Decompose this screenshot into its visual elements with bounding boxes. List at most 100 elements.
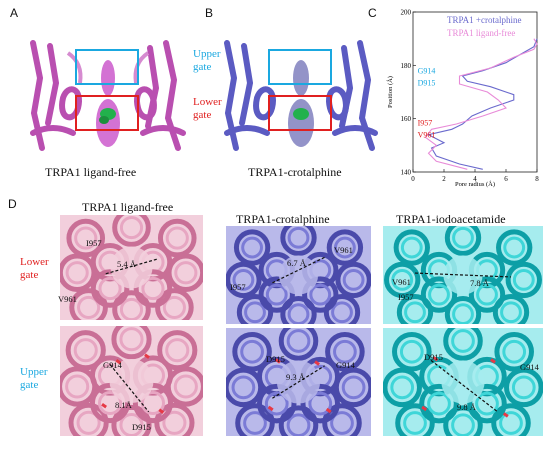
helix-coil [322, 403, 362, 436]
residue-stick [432, 356, 439, 362]
helix-coil-inner [119, 297, 144, 320]
x-tick-label: 0 [411, 175, 415, 183]
residue-stick [490, 358, 496, 364]
residue-stick [314, 360, 320, 366]
helix-coil [392, 331, 432, 372]
residue-stick [421, 405, 428, 412]
helix-coil [384, 261, 421, 299]
d-col2-lower-distance: 6.7 Å [287, 258, 306, 268]
helix-coil-inner [428, 283, 450, 306]
helix-coil [325, 331, 365, 372]
residue-stick [275, 358, 281, 364]
helix-coil-inner [231, 375, 256, 400]
annotation-v961: V961 [418, 130, 436, 139]
helix-coil [111, 326, 152, 360]
annotation-d915: D915 [418, 78, 436, 87]
lower-gate-label: Lower gate [193, 96, 222, 121]
residue-stick [325, 407, 332, 414]
helix-coil [444, 296, 482, 324]
helix-coil [278, 405, 319, 436]
helix-coil-inner [500, 301, 522, 324]
helix-coil [133, 269, 173, 308]
helix-coil [323, 294, 361, 324]
y-tick-label: 140 [401, 169, 412, 177]
helix-coil-inner [265, 283, 288, 306]
helix-coil [326, 229, 364, 266]
helix-coil [157, 330, 198, 371]
panel-letter-c: C [368, 6, 377, 20]
helix-coil-inner [342, 268, 365, 291]
d-lower-gate-label: Lower gate [20, 256, 49, 281]
helix-coil [232, 331, 272, 372]
d-col1-lower-distance: 5.4 Å [117, 259, 136, 269]
helix-coil [468, 276, 506, 313]
d-col2-lower-res-top: V961 [334, 245, 353, 255]
helix-coil-inner [65, 261, 89, 285]
annotation-g914: G914 [418, 66, 436, 75]
helix-coil [66, 218, 106, 258]
x-tick-label: 8 [535, 175, 539, 183]
helix-coil-inner [73, 338, 98, 363]
helix-coil-inner [475, 391, 499, 416]
helix-coil-inner [241, 236, 264, 259]
helix-coil [280, 296, 317, 324]
pore-center [110, 246, 153, 289]
helix-coil-inner [404, 301, 426, 324]
d-col1-lower-res-top: I957 [86, 238, 102, 248]
helix-coil [505, 261, 542, 299]
helix-coil-inner [476, 283, 498, 306]
d-col3-upper-res-side: G914 [520, 362, 539, 372]
panel-b-structure [222, 38, 380, 152]
helix-coil-inner [286, 413, 311, 436]
helix-coil [444, 226, 482, 256]
helix-coil [111, 404, 152, 436]
series-line-2 [424, 38, 538, 170]
helix-coil-inner [162, 410, 187, 435]
helix-coil-inner [400, 236, 423, 259]
residue-stick [115, 359, 122, 365]
y-axis-label: Position (Å) [386, 76, 394, 108]
helix-coil-inner [452, 226, 474, 249]
distance-line [430, 359, 499, 413]
helix-coil [69, 288, 108, 320]
helix-coil-inner [390, 375, 415, 400]
helix-coil-inner [65, 374, 90, 399]
pore-center [441, 360, 485, 404]
helix-coil [280, 226, 317, 256]
helix-coil-inner [74, 226, 98, 250]
distance-line [109, 364, 150, 413]
helix-coil [112, 290, 151, 320]
x-tick-label: 6 [504, 175, 508, 183]
helix-coil-inner [173, 374, 198, 399]
helix-coil [278, 328, 319, 361]
d-col1-upper-res-bottom: D915 [132, 422, 151, 432]
d-col1-upper [60, 326, 203, 436]
pore-center [443, 255, 483, 295]
residue-stick [101, 403, 107, 409]
helix-coil-inner [162, 295, 186, 319]
helix-coil-inner [512, 268, 535, 291]
x-tick-label: 4 [473, 175, 477, 183]
d-col3-lower [383, 226, 543, 324]
panel-b-caption: TRPA1-crotalphine [248, 165, 342, 179]
panel-a-structure [28, 38, 188, 152]
helix-coil-inner [97, 390, 123, 416]
helix-coil [226, 261, 262, 299]
upper-gate-label: Upper gate [193, 48, 221, 73]
helix-coil-inner [503, 236, 526, 259]
helix-coil [335, 261, 371, 299]
d-col3-upper-res-top: D915 [424, 352, 443, 362]
helix-coil [383, 367, 422, 408]
panel-letter-b: B [205, 6, 214, 20]
helix-coil-inner [165, 338, 190, 363]
d-col3-upper [383, 328, 543, 436]
d-col1-lower [60, 215, 203, 320]
d-col2-upper-distance: 9.3 Å [286, 372, 305, 382]
helix-coil-inner [502, 339, 527, 364]
distance-line [414, 272, 512, 278]
pore-center [109, 359, 154, 403]
helix-coil-inner [264, 391, 289, 416]
helix-coil-inner [232, 268, 255, 291]
distance-line [105, 258, 158, 275]
helix-coil-inner [77, 295, 101, 319]
